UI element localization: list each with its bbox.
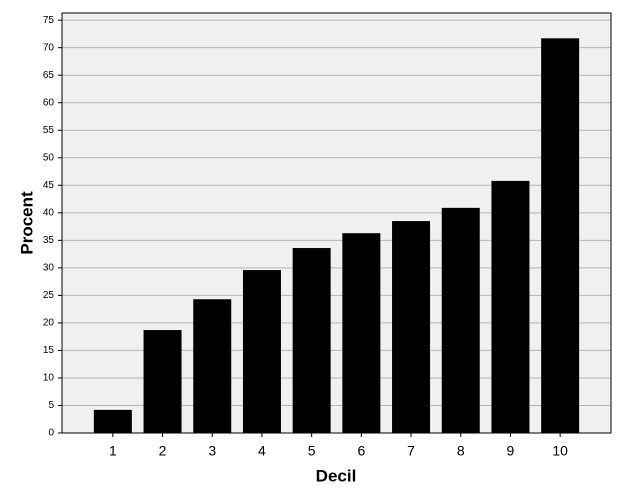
bar — [541, 38, 580, 433]
bar — [441, 207, 480, 433]
y-tick-label: 10 — [43, 373, 55, 384]
bar — [392, 221, 431, 433]
y-tick-label: 55 — [43, 125, 55, 136]
y-axis-label: Procent — [17, 191, 36, 255]
bar — [242, 270, 281, 433]
y-tick-label: 60 — [43, 97, 55, 108]
y-tick-label: 70 — [43, 42, 55, 53]
x-tick-label: 6 — [357, 443, 365, 459]
x-tick-label: 8 — [457, 443, 465, 459]
y-tick-label: 20 — [43, 318, 55, 329]
y-tick-label: 40 — [43, 207, 55, 218]
x-tick-label: 4 — [258, 443, 266, 459]
y-tick-label: 25 — [43, 290, 55, 301]
y-tick-label: 45 — [43, 180, 55, 191]
y-tick-label: 65 — [43, 70, 55, 81]
y-tick-label: 75 — [43, 15, 55, 26]
plot-frame — [61, 12, 612, 434]
y-tick-label: 15 — [43, 345, 55, 356]
x-tick-label: 10 — [552, 443, 568, 459]
x-tick-label: 5 — [308, 443, 316, 459]
x-axis-label: Decil — [316, 466, 357, 485]
bar — [143, 330, 182, 433]
y-tick-label: 30 — [43, 263, 55, 274]
x-tick-label: 2 — [159, 443, 167, 459]
bar — [342, 233, 381, 433]
x-tick-label: 1 — [109, 443, 117, 459]
y-tick-label: 5 — [48, 400, 54, 411]
bar — [292, 248, 331, 433]
y-tick-label: 0 — [48, 428, 54, 439]
bar — [193, 299, 232, 433]
y-tick-label: 50 — [43, 152, 55, 163]
bar — [93, 409, 132, 433]
bar — [491, 180, 530, 433]
x-tick-label: 3 — [208, 443, 216, 459]
x-tick-label: 9 — [507, 443, 515, 459]
x-tick-label: 7 — [407, 443, 415, 459]
y-tick-label: 35 — [43, 235, 55, 246]
